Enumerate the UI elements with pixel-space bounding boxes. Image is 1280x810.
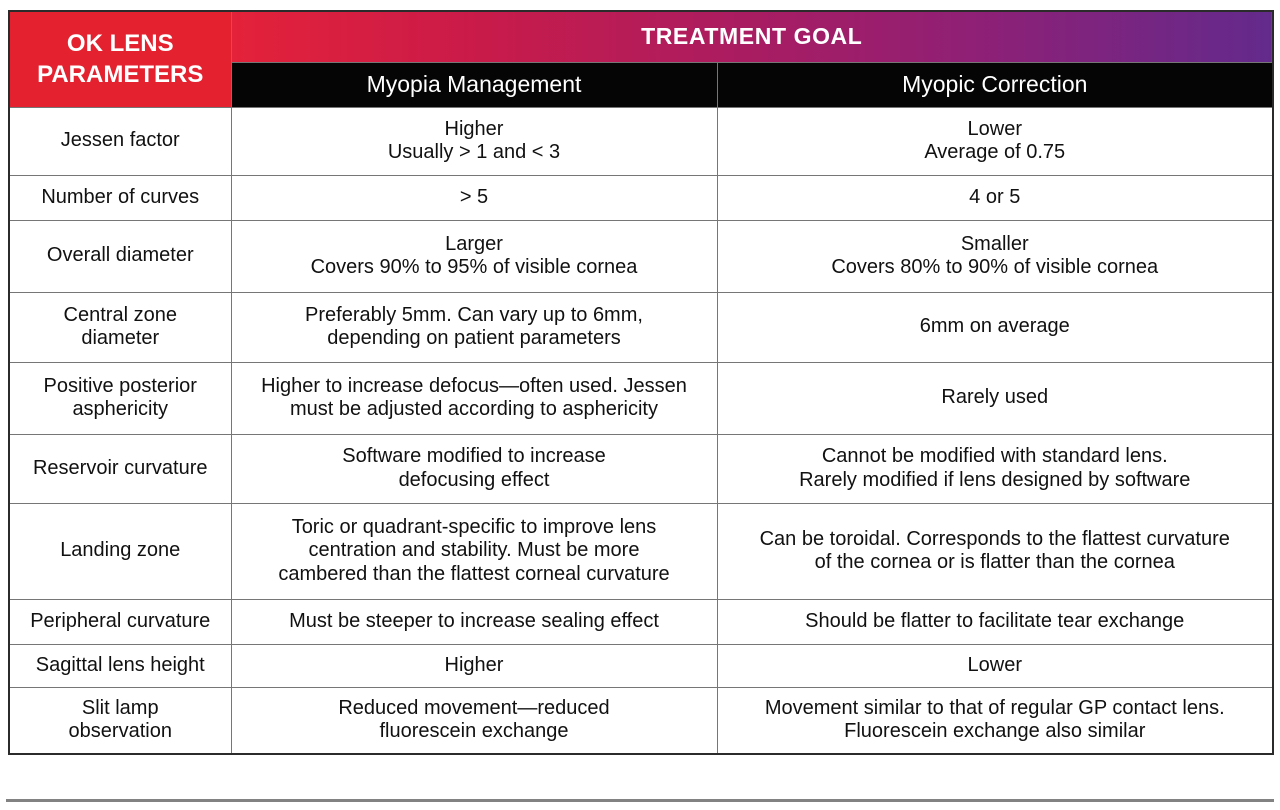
param-cell: Sagittal lens height — [8, 643, 232, 688]
table-row: Number of curves > 5 4 or 5 — [8, 174, 1274, 221]
param-cell: Jessen factor — [8, 106, 232, 176]
value-cell-myopic-correction: Lower Average of 0.75 — [716, 106, 1274, 176]
table-row: Landing zone Toric or quadrant-specific … — [8, 502, 1274, 600]
param-cell: Positive posterior asphericity — [8, 361, 232, 435]
value-cell-myopia-management: Larger Covers 90% to 95% of visible corn… — [230, 219, 718, 293]
value-cell-myopic-correction: 6mm on average — [716, 291, 1274, 363]
value-cell-myopic-correction: Rarely used — [716, 361, 1274, 435]
value-cell-myopia-management: Higher Usually > 1 and < 3 — [230, 106, 718, 176]
ok-lens-parameters-table: OK LENS PARAMETERS TREATMENT GOAL Myopia… — [8, 10, 1274, 755]
value-cell-myopic-correction: Cannot be modified with standard lens. R… — [716, 433, 1274, 504]
value-cell-myopia-management: Must be steeper to increase sealing effe… — [230, 598, 718, 645]
header-row-columns: Myopia Management Myopic Correction — [9, 61, 1274, 108]
value-cell-myopic-correction: Smaller Covers 80% to 90% of visible cor… — [716, 219, 1274, 293]
table-row: Jessen factor Higher Usually > 1 and < 3… — [8, 106, 1274, 176]
table-row: Slit lamp observation Reduced movement—r… — [8, 686, 1274, 755]
param-cell: Slit lamp observation — [8, 686, 232, 755]
value-cell-myopia-management: Toric or quadrant-specific to improve le… — [230, 502, 718, 600]
value-cell-myopia-management: Preferably 5mm. Can vary up to 6mm, depe… — [230, 291, 718, 363]
value-cell-myopia-management: Reduced movement—reduced fluorescein exc… — [230, 686, 718, 755]
param-cell: Peripheral curvature — [8, 598, 232, 645]
value-cell-myopia-management: Higher — [230, 643, 718, 688]
table-row: Overall diameter Larger Covers 90% to 95… — [8, 219, 1274, 293]
table-row: Peripheral curvature Must be steeper to … — [8, 598, 1274, 645]
table-row: Central zone diameter Preferably 5mm. Ca… — [8, 291, 1274, 363]
value-cell-myopia-management: Software modified to increase defocusing… — [230, 433, 718, 504]
param-cell: Overall diameter — [8, 219, 232, 293]
treatment-goal-header: TREATMENT GOAL — [230, 10, 1274, 63]
value-cell-myopia-management: Higher to increase defocus—often used. J… — [230, 361, 718, 435]
table-row: Reservoir curvature Software modified to… — [8, 433, 1274, 504]
value-cell-myopic-correction: Movement similar to that of regular GP c… — [716, 686, 1274, 755]
corner-header-ok-lens-parameters: OK LENS PARAMETERS — [8, 10, 232, 108]
header-row-treatment-goal: OK LENS PARAMETERS TREATMENT GOAL — [8, 10, 1274, 108]
table-row: Positive posterior asphericity Higher to… — [8, 361, 1274, 435]
value-cell-myopic-correction: 4 or 5 — [716, 174, 1274, 221]
value-cell-myopic-correction: Lower — [716, 643, 1274, 688]
column-header-myopia-management: Myopia Management — [230, 61, 718, 108]
value-cell-myopic-correction: Can be toroidal. Corresponds to the flat… — [716, 502, 1274, 600]
param-cell: Central zone diameter — [8, 291, 232, 363]
column-header-myopic-correction: Myopic Correction — [716, 61, 1274, 108]
value-cell-myopic-correction: Should be flatter to facilitate tear exc… — [716, 598, 1274, 645]
table-row: Sagittal lens height Higher Lower — [8, 643, 1274, 688]
value-cell-myopia-management: > 5 — [230, 174, 718, 221]
param-cell: Landing zone — [8, 502, 232, 600]
bottom-divider-line — [6, 799, 1274, 802]
param-cell: Reservoir curvature — [8, 433, 232, 504]
param-cell: Number of curves — [8, 174, 232, 221]
